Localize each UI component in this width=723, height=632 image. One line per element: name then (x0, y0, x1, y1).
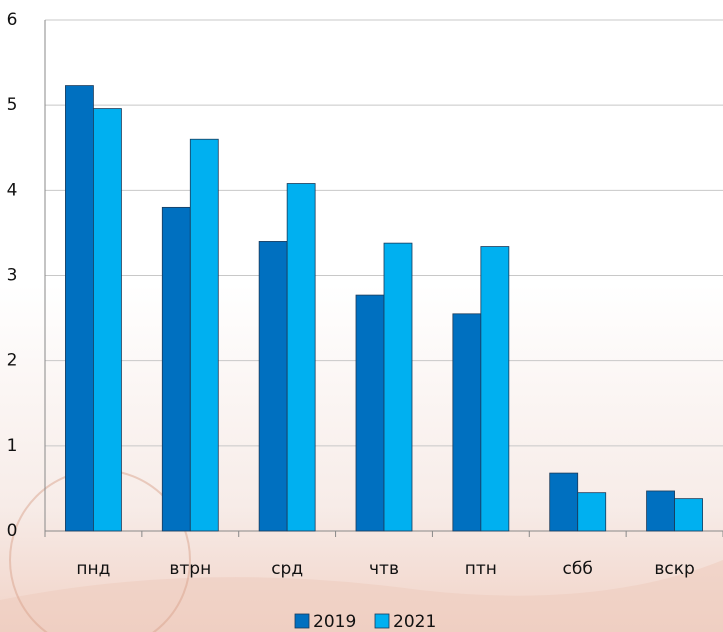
bar (286, 183, 316, 532)
x-tick-label: птн (465, 559, 497, 579)
y-tick-label: 0 (7, 521, 18, 541)
background-decoration (0, 560, 723, 632)
x-tick-label: пнд (76, 559, 110, 579)
legend-swatch (294, 613, 310, 629)
x-tick-label: втрн (169, 559, 211, 579)
bar (161, 206, 191, 532)
bar (355, 294, 385, 532)
legend-label: 2019 (313, 612, 356, 632)
legend-swatch (374, 613, 390, 629)
bar (258, 241, 288, 532)
legend-label: 2021 (393, 612, 436, 632)
y-tick-label: 6 (7, 10, 18, 30)
bar (646, 490, 675, 532)
x-tick-label: вскр (654, 559, 694, 579)
bar (383, 242, 413, 532)
bar (480, 246, 510, 532)
y-tick-label: 3 (7, 266, 18, 286)
x-tick-label: срд (271, 559, 303, 579)
y-tick-label: 2 (7, 351, 18, 371)
y-tick-label: 4 (7, 180, 18, 200)
bar (452, 313, 482, 532)
x-tick-label: чтв (369, 559, 399, 579)
y-tick-label: 1 (7, 436, 18, 456)
bar (65, 85, 94, 532)
bar (189, 138, 219, 532)
bar (674, 498, 703, 532)
bar (577, 492, 607, 532)
bar (93, 108, 122, 532)
bar (549, 472, 579, 532)
x-tick-label: сбб (563, 559, 593, 579)
y-tick-label: 5 (7, 95, 18, 115)
